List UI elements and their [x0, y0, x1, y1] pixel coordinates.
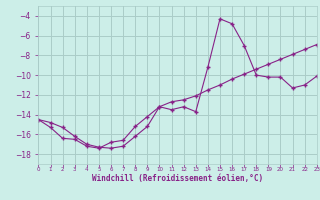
X-axis label: Windchill (Refroidissement éolien,°C): Windchill (Refroidissement éolien,°C) — [92, 174, 263, 183]
